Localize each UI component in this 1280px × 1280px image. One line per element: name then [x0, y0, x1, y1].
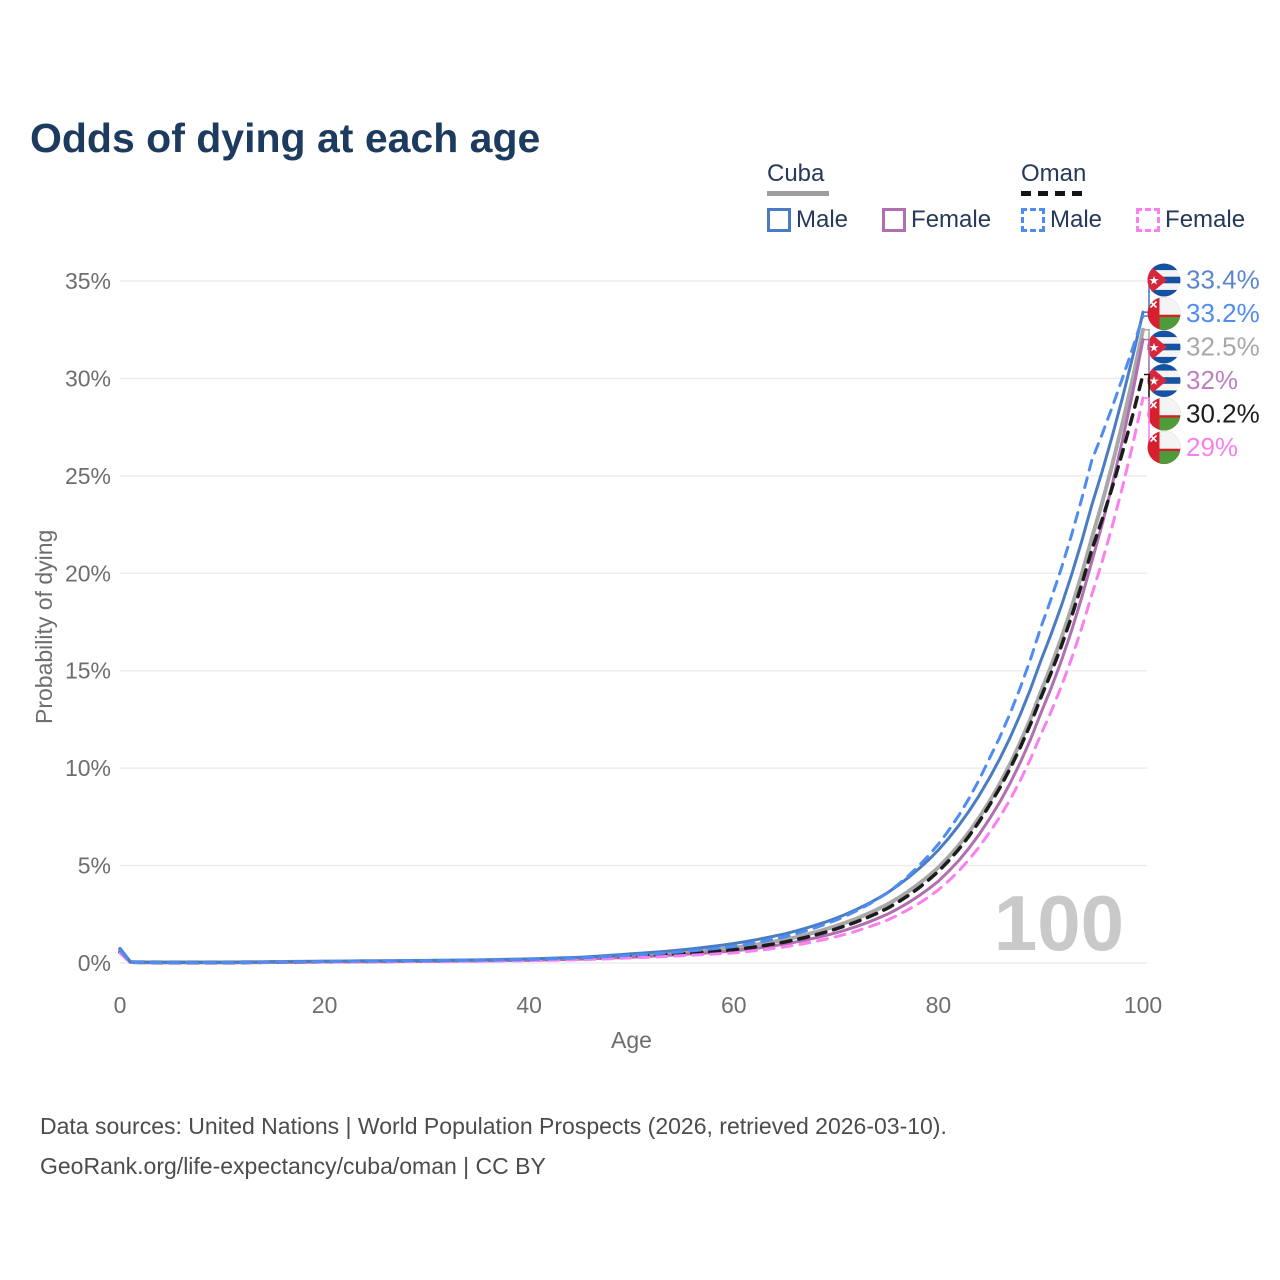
page-title: Odds of dying at each age	[30, 115, 541, 162]
legend-oman-male-label: Male	[1050, 206, 1103, 233]
cuba-flag-icon: ★	[1147, 263, 1181, 297]
end-value-label-oman-male: 33.2%	[1186, 298, 1260, 328]
footer-attribution-link[interactable]: GeoRank.org/life-expectancy/cuba/oman | …	[40, 1153, 546, 1179]
y-tick-label: 10%	[65, 755, 111, 781]
end-value-label-cuba-female: 32%	[1186, 365, 1238, 395]
oman-flag-icon	[1147, 397, 1181, 431]
legend-item-cuba-female[interactable]: Female	[882, 206, 991, 234]
y-tick-label: 35%	[65, 268, 111, 294]
series-line-cuba-female[interactable]	[118, 338, 1145, 965]
x-axis-title: Age	[611, 1027, 652, 1053]
series-line-oman-male[interactable]	[118, 314, 1145, 965]
legend-oman-line-swatch	[1021, 191, 1089, 196]
x-tick-label: 100	[1124, 992, 1162, 1018]
legend-oman-female-swatch	[1136, 208, 1161, 232]
legend-oman-female-label: Female	[1165, 206, 1246, 233]
series-line-oman-both[interactable]	[118, 372, 1145, 965]
y-tick-label: 30%	[65, 365, 111, 391]
legend-item-oman-male[interactable]: Male	[1021, 206, 1102, 234]
legend-cuba-male-swatch	[767, 208, 791, 232]
x-tick-label: 60	[721, 992, 747, 1018]
legend-item-oman-female[interactable]: Female	[1136, 206, 1245, 234]
svg-text:★: ★	[1149, 274, 1160, 288]
y-tick-label: 0%	[78, 950, 111, 976]
legend-oman-title[interactable]: Oman	[1021, 160, 1087, 187]
end-value-label-cuba-both: 32.5%	[1186, 332, 1260, 362]
end-value-label-oman-female: 29%	[1186, 432, 1238, 462]
x-tick-label: 0	[114, 992, 127, 1018]
end-value-label-oman-both: 30.2%	[1186, 399, 1260, 429]
x-tick-label: 80	[926, 992, 952, 1018]
legend-item-cuba-male[interactable]: Male	[767, 206, 848, 234]
x-tick-label: 20	[312, 992, 338, 1018]
legend-cuba-title[interactable]: Cuba	[767, 160, 825, 187]
oman-flag-icon	[1147, 297, 1181, 330]
legend-cuba-female-label: Female	[911, 206, 992, 233]
legend-group-cuba: Cuba Male Female	[767, 160, 991, 234]
y-tick-label: 20%	[65, 560, 111, 586]
cuba-flag-icon: ★	[1147, 330, 1181, 364]
footer-data-sources: Data sources: United Nations | World Pop…	[40, 1113, 947, 1139]
y-tick-label: 5%	[78, 853, 111, 879]
legend-cuba-male-label: Male	[796, 206, 849, 233]
x-tick-label: 40	[516, 992, 542, 1018]
legend-oman-male-swatch	[1021, 208, 1045, 232]
svg-text:★: ★	[1149, 341, 1160, 355]
series-line-cuba-male[interactable]	[118, 310, 1145, 964]
legend-cuba-line-swatch	[767, 191, 829, 196]
end-value-label-cuba-male: 33.4%	[1186, 265, 1260, 295]
age-watermark: 100	[994, 879, 1124, 967]
legend-cuba-female-swatch	[882, 208, 907, 232]
series-line-oman-female[interactable]	[118, 396, 1145, 965]
y-tick-label: 15%	[65, 658, 111, 684]
cuba-flag-icon: ★	[1147, 364, 1181, 397]
svg-text:★: ★	[1149, 374, 1160, 388]
legend-group-oman: Oman Male Female	[1021, 160, 1245, 234]
footer: Data sources: United Nations | World Pop…	[40, 1106, 947, 1186]
series-line-cuba-both[interactable]	[118, 327, 1145, 965]
y-tick-label: 25%	[65, 463, 111, 489]
